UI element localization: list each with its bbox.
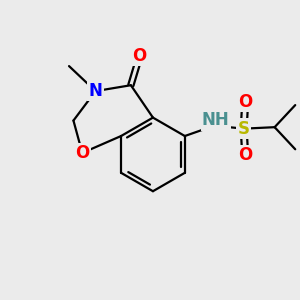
Text: O: O bbox=[133, 47, 147, 65]
Text: O: O bbox=[238, 93, 252, 111]
Text: O: O bbox=[75, 144, 89, 162]
Text: N: N bbox=[88, 82, 103, 100]
Text: S: S bbox=[238, 120, 250, 138]
Text: NH: NH bbox=[202, 111, 230, 129]
Text: O: O bbox=[238, 146, 252, 164]
